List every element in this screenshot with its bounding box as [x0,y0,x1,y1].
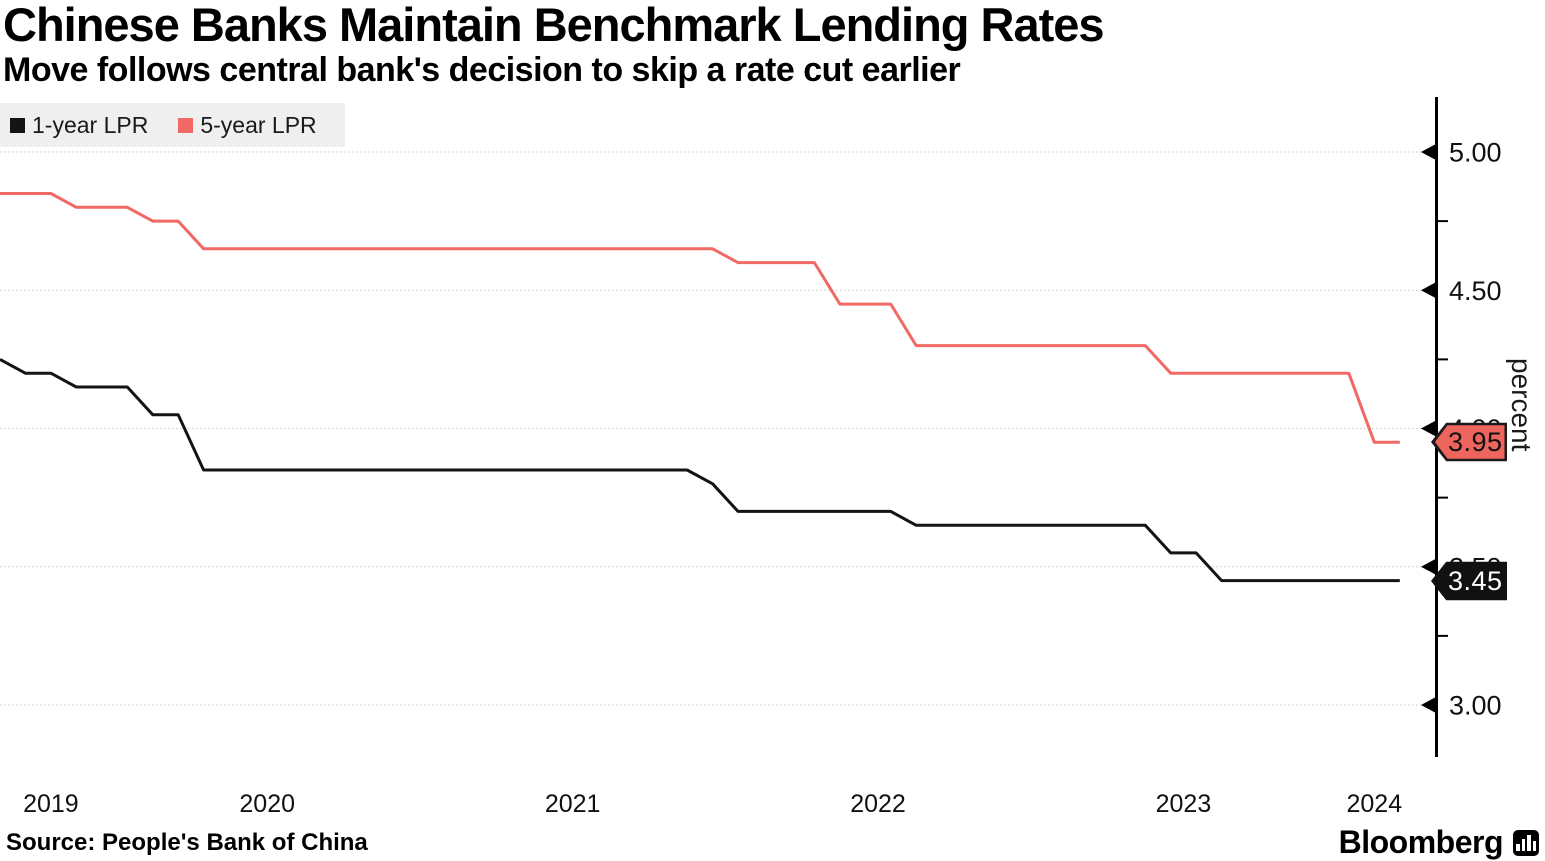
y-tick-arrow-icon [1421,421,1435,436]
y-axis-title: percent [1506,358,1537,452]
legend-item-1-year-lpr: 1-year LPR [10,112,148,139]
chart-subtitle: Move follows central bank's decision to … [3,51,961,89]
x-tick-label: 2020 [239,790,295,818]
source-note: Source: People's Bank of China [6,829,368,856]
x-tick-label: 2021 [545,790,601,818]
y-tick-arrow-icon [1421,559,1435,575]
bloomberg-brand: Bloomberg [1339,824,1539,861]
legend-swatch-5-year-icon [178,117,194,133]
y-tick-arrow-icon [1421,144,1435,160]
legend: 1-year LPR 5-year LPR [0,103,345,147]
legend-item-5-year-lpr: 5-year LPR [178,111,317,139]
tag-value-1-year: 3.45 [1435,564,1505,598]
x-tick-label: 2023 [1156,790,1212,818]
last-value-tag-5-year-lpr: 3.95 [1431,422,1507,462]
tag-value-5-year: 3.95 [1435,425,1505,459]
last-value-tag-1-year-lpr: 3.45 [1431,561,1507,601]
y-tick-label: 4.50 [1449,276,1502,306]
y-tick-arrow-icon [1421,697,1435,713]
bloomberg-logo-icon [1513,829,1539,856]
legend-label-5-year: 5-year LPR [200,111,317,138]
x-tick-label: 2024 [1346,790,1402,818]
chart-title: Chinese Banks Maintain Benchmark Lending… [3,0,1105,51]
y-tick-label: 3.00 [1449,691,1502,721]
x-tick-label: 2022 [850,790,906,818]
legend-swatch-1-year-icon [10,117,25,133]
series-line-5-year-lpr [0,192,1400,444]
legend-label-1-year: 1-year LPR [32,111,149,138]
x-tick-label: 2019 [23,790,79,818]
series-line-1-year-lpr [0,358,1400,583]
bloomberg-wordmark: Bloomberg [1338,824,1504,860]
y-tick-arrow-icon [1421,282,1435,298]
y-tick-label: 5.00 [1449,138,1502,168]
